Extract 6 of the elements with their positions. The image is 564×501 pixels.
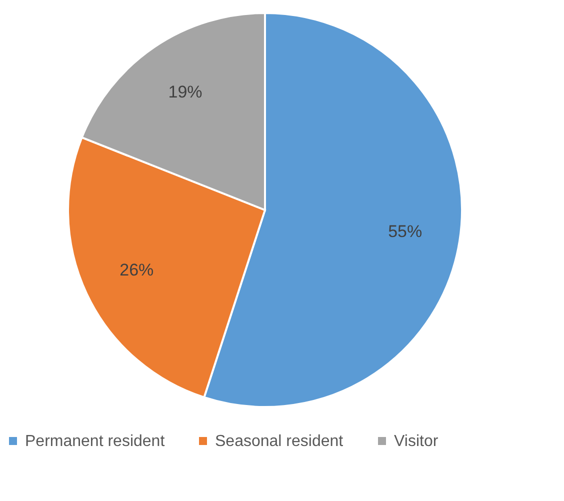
- legend-label: Visitor: [394, 433, 439, 450]
- data-label: 26%: [120, 260, 154, 280]
- data-label: 19%: [168, 82, 202, 102]
- legend-label: Permanent resident: [25, 433, 166, 450]
- legend-label: Seasonal resident: [215, 433, 344, 450]
- data-label: 55%: [388, 222, 422, 242]
